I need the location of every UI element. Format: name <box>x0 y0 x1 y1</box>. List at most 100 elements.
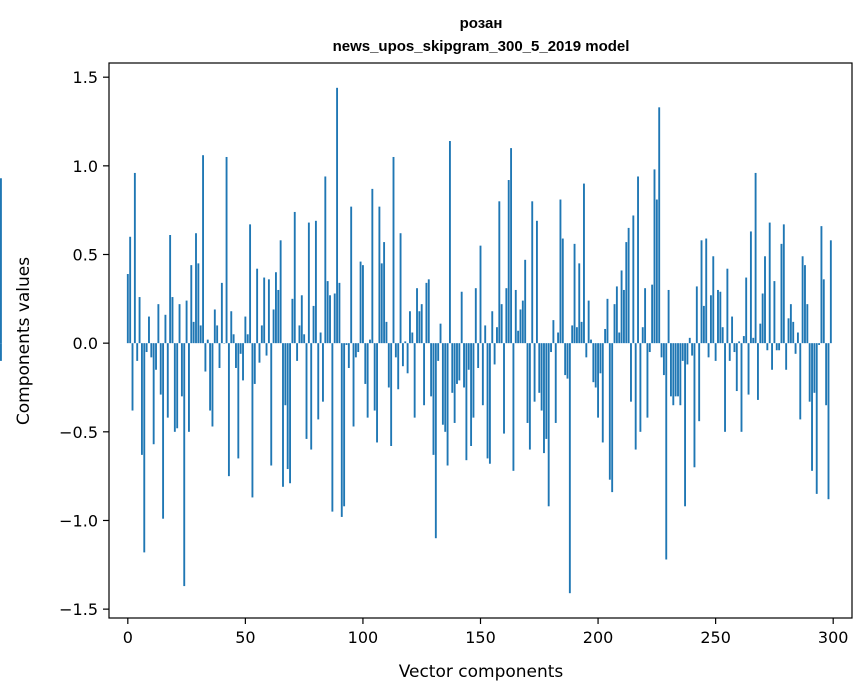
bar-component-148 <box>474 288 477 344</box>
bar-component-166 <box>517 330 520 344</box>
bar-component-82 <box>319 332 322 344</box>
bar-component-117 <box>401 343 404 367</box>
bar-component-44 <box>230 311 233 344</box>
bar-component-20 <box>173 343 176 432</box>
bar-component-90 <box>338 282 341 344</box>
bar-component-119 <box>406 343 409 374</box>
bar-component-135 <box>444 343 447 432</box>
bar-component-36 <box>211 343 214 427</box>
bar-component-26 <box>188 343 190 432</box>
bar-component-224 <box>653 169 656 344</box>
bar-component-177 <box>543 343 545 454</box>
bar-component-106 <box>376 343 378 443</box>
bar-component-226 <box>658 107 661 344</box>
bar-component-194 <box>583 183 585 344</box>
bar-component-149 <box>477 343 480 368</box>
bar-component-101 <box>364 343 367 384</box>
bar-component-252 <box>719 291 722 344</box>
x-tick-label: 200 <box>583 628 614 647</box>
bar-component-186 <box>564 343 567 376</box>
bar-component-109 <box>383 242 386 344</box>
bar-component-240 <box>691 343 694 356</box>
bar-component-271 <box>764 256 766 344</box>
bar-component-22 <box>178 304 181 344</box>
bar-component-114 <box>394 343 397 358</box>
bar-component-100 <box>362 265 364 344</box>
bar-component-215 <box>632 215 635 344</box>
bar-component-23 <box>180 343 183 397</box>
bar-component-147 <box>472 343 475 418</box>
bar-component-14 <box>159 343 162 395</box>
bar-component-257 <box>731 316 734 344</box>
bar-component-218 <box>639 343 642 432</box>
bar-component-98 <box>357 343 360 353</box>
bar-component-184 <box>559 199 562 344</box>
bar-component-43 <box>227 343 230 477</box>
bar-component-8 <box>145 343 148 353</box>
x-axis-label: Vector components <box>399 662 564 682</box>
bar-component-96 <box>352 343 355 427</box>
bar-component-73 <box>298 325 301 344</box>
x-tick-label: 250 <box>700 628 731 647</box>
bar-component-138 <box>451 343 454 393</box>
bar-component-212 <box>625 242 628 344</box>
bar-component-15 <box>162 343 165 519</box>
bar-component-289 <box>806 304 809 344</box>
bar-component-157 <box>496 327 498 344</box>
bar-component-153 <box>486 343 489 459</box>
bar-component-234 <box>677 343 679 397</box>
bar-component-121 <box>411 332 414 344</box>
bar-component-115 <box>397 343 400 390</box>
bar-component-110 <box>385 321 388 344</box>
bar-component-262 <box>742 336 745 344</box>
bar-component-280 <box>785 343 788 370</box>
bar-component-32 <box>202 155 204 344</box>
bar-component-176 <box>540 343 543 411</box>
bar-component-196 <box>587 300 590 344</box>
bar-component-95 <box>350 206 353 344</box>
bar-component-249 <box>712 256 715 344</box>
bar-component-31 <box>199 325 202 344</box>
bar-component-273 <box>768 222 771 344</box>
x-axis-ticks: 0 50 100 150 200 250 300 <box>123 618 848 647</box>
bar-component-154 <box>488 343 491 464</box>
bar-component-165 <box>514 289 517 344</box>
bar-component-250 <box>714 343 717 361</box>
bar-component-79 <box>312 305 315 344</box>
bar-component-141 <box>458 343 461 381</box>
bar-component-225 <box>655 199 658 344</box>
bar-component-185 <box>561 238 564 344</box>
bar-component-25 <box>185 300 188 344</box>
bar-component-140 <box>456 343 458 384</box>
bar-component-0 <box>126 274 129 344</box>
bar-component-291 <box>811 343 813 471</box>
bar-component-4 <box>136 343 139 361</box>
bar-component-87 <box>331 343 334 512</box>
bar-component-122 <box>413 343 416 418</box>
bar-component-81 <box>317 343 320 420</box>
bar-component-180 <box>550 343 552 353</box>
bar-component-261 <box>740 343 743 432</box>
chart-title: розан <box>460 15 503 32</box>
bar-component-52 <box>249 224 252 344</box>
bar-component-204 <box>606 298 609 344</box>
bar-component-155 <box>491 311 494 344</box>
bar-component-286 <box>799 343 802 420</box>
bar-component-297 <box>825 343 828 406</box>
bar-component-144 <box>465 343 468 461</box>
bar-component-150 <box>479 245 482 344</box>
bar-component-77 <box>307 222 310 344</box>
bar-component-152 <box>484 325 487 344</box>
bar-component-246 <box>705 238 708 344</box>
bar-component-253 <box>721 327 724 344</box>
bar-component-1 <box>129 236 132 344</box>
bar-component-299 <box>829 240 832 344</box>
bar-component-163 <box>510 148 513 344</box>
bar-component-259 <box>735 343 738 392</box>
bar-component-45 <box>232 334 235 344</box>
bar-component-244 <box>700 240 703 344</box>
bar-component-111 <box>387 343 390 388</box>
bar-component-6 <box>140 343 143 455</box>
bar-component-127 <box>425 282 428 344</box>
